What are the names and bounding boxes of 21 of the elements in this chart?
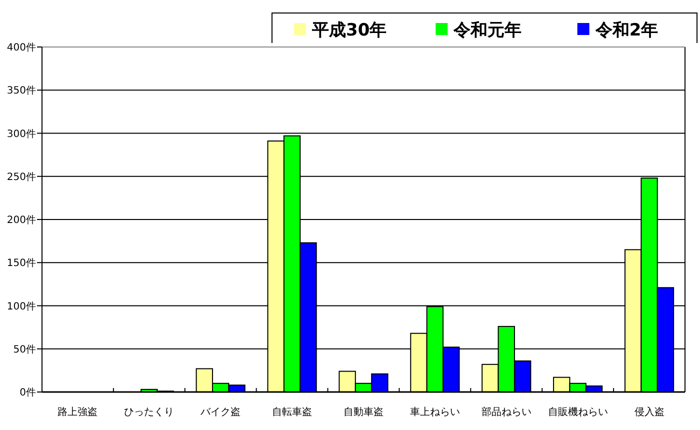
x-tick-label: 自販機ねらい xyxy=(548,406,608,418)
x-tick-label: 車上ねらい xyxy=(410,406,460,418)
y-tick-label: 50件 xyxy=(13,344,36,356)
y-tick-label: 150件 xyxy=(6,258,36,270)
legend-label: 令和2年 xyxy=(594,20,658,40)
y-tick-label: 0件 xyxy=(20,388,36,398)
x-tick-label: バイク盗 xyxy=(200,406,241,418)
y-tick-label: 400件 xyxy=(6,42,36,54)
x-tick-label: 路上強盗 xyxy=(58,406,98,418)
x-tick-label: 自転車盗 xyxy=(272,406,312,418)
y-tick-label: 300件 xyxy=(6,128,36,140)
y-tick-label: 250件 xyxy=(6,172,36,183)
y-tick-label: 350件 xyxy=(6,86,36,97)
x-tick-label: ひったくり xyxy=(124,407,174,418)
x-tick-label: 侵入盗 xyxy=(634,406,664,418)
legend-label: 令和元年 xyxy=(452,20,522,40)
x-tick-label: 部品ねらい xyxy=(481,406,532,418)
legend-label: 平成30年 xyxy=(311,20,387,40)
y-tick-label: 100件 xyxy=(6,301,36,312)
x-tick-label: 自動車盗 xyxy=(344,406,384,418)
y-tick-label: 200件 xyxy=(6,215,36,226)
